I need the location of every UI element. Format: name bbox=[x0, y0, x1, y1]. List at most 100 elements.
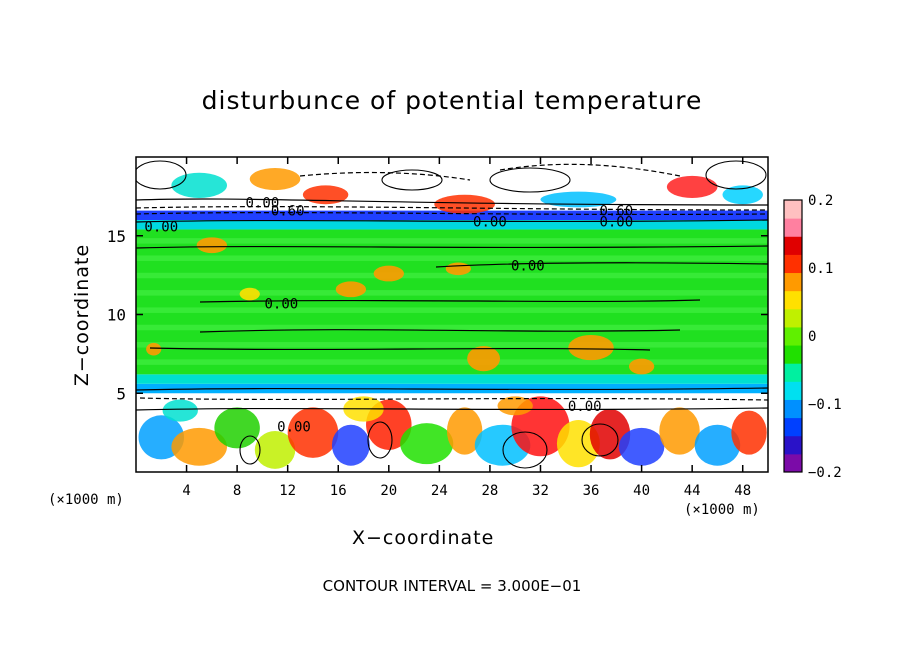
contour-value-label: 0.00 bbox=[277, 419, 311, 435]
x-unit-label-left: (×1000 m) bbox=[48, 492, 124, 508]
y-axis-label: Z−coordinate bbox=[71, 243, 93, 387]
field-blob bbox=[618, 427, 665, 466]
colorbar-frame bbox=[783, 199, 803, 473]
contour-closed bbox=[367, 421, 393, 459]
x-tick-label: 4 bbox=[182, 483, 190, 499]
x-tick-label: 12 bbox=[279, 483, 296, 499]
field-blob bbox=[434, 194, 495, 214]
field-blob bbox=[467, 346, 501, 372]
y-tick-label: 15 bbox=[107, 227, 126, 246]
colorbar-tick-label: −0.2 bbox=[808, 465, 842, 481]
y-tick-label: 10 bbox=[107, 306, 126, 325]
field-stripe bbox=[136, 307, 768, 313]
field-stripe bbox=[136, 272, 768, 279]
contour-closed bbox=[705, 160, 767, 190]
contour-interval-note: CONTOUR INTERVAL = 3.000E−01 bbox=[322, 577, 582, 595]
field-stripe bbox=[136, 290, 768, 296]
contour-value-label: 0.00 bbox=[568, 399, 602, 415]
colorbar-swatch bbox=[784, 399, 802, 419]
x-axis-label: X−coordinate bbox=[352, 527, 495, 549]
contour-value-label: 0.00 bbox=[144, 219, 178, 235]
x-tick-label: 20 bbox=[380, 483, 397, 499]
contour-line bbox=[136, 245, 768, 249]
field-blob bbox=[373, 265, 404, 282]
contour-line-dashed bbox=[499, 163, 681, 177]
field-band bbox=[136, 220, 768, 230]
colorbar-swatch bbox=[784, 363, 802, 382]
contour-closed bbox=[136, 160, 187, 190]
contour-line-dashed bbox=[136, 211, 768, 216]
field-blob bbox=[254, 431, 296, 469]
field-blob bbox=[400, 423, 454, 465]
field-stripe bbox=[136, 255, 768, 261]
colorbar-swatch bbox=[784, 236, 802, 255]
colorbar-swatch bbox=[784, 290, 802, 310]
x-tick-label: 48 bbox=[734, 483, 751, 499]
field-blob bbox=[445, 262, 471, 276]
field-blob bbox=[196, 237, 228, 254]
y-axis: 5 10 15 bbox=[107, 227, 768, 403]
contour-closed bbox=[381, 169, 443, 191]
colorbar-swatch bbox=[784, 272, 802, 292]
contour-value-label: 0.60 bbox=[599, 204, 633, 220]
contour-value-label: 0.00 bbox=[511, 259, 545, 275]
contour-closed bbox=[581, 423, 619, 457]
x-tick-label: 44 bbox=[684, 483, 701, 499]
colorbar-tick-label: 0.2 bbox=[808, 193, 833, 209]
x-axis: 4 8 12 16 20 24 28 32 36 40 44 48 bbox=[182, 157, 751, 499]
field-blob bbox=[146, 342, 162, 356]
field-blob bbox=[287, 407, 339, 458]
x-tick-label: 36 bbox=[583, 483, 600, 499]
contour-line bbox=[136, 198, 768, 206]
contour-line bbox=[199, 299, 701, 303]
contour-value-label: 0.00 bbox=[265, 296, 299, 312]
field-blob bbox=[568, 334, 614, 361]
y-tick-label: 5 bbox=[116, 384, 126, 403]
colorbar-swatch bbox=[784, 308, 802, 328]
colorbar-swatch bbox=[784, 218, 802, 237]
field-blob bbox=[446, 407, 483, 455]
colorbar-tick-label: 0 bbox=[808, 329, 816, 345]
contour-labels: 0.000.600.00 0.000.600.000.000.000.000.00 bbox=[144, 196, 633, 436]
colorbar-swatch bbox=[784, 435, 802, 455]
contour-line bbox=[149, 347, 651, 351]
colorbar-swatch bbox=[784, 326, 802, 346]
contour-value-label: 0.00 bbox=[246, 196, 280, 212]
contour-line bbox=[136, 387, 768, 391]
colorbar-tick-label: −0.1 bbox=[808, 397, 842, 413]
contour-plot-area bbox=[135, 156, 769, 473]
field-blob bbox=[331, 424, 370, 466]
contour-closed bbox=[489, 167, 571, 193]
contour-line bbox=[136, 219, 768, 223]
field-stripe bbox=[136, 238, 768, 244]
field-band bbox=[136, 374, 768, 384]
contour-line bbox=[435, 262, 768, 268]
field-blob bbox=[249, 168, 301, 191]
x-tick-label: 16 bbox=[330, 483, 347, 499]
contour-line-dashed bbox=[139, 397, 768, 401]
colorbar: 0.2 0.1 0 −0.1 −0.2 bbox=[783, 193, 842, 481]
field-blob bbox=[628, 358, 655, 375]
contour-value-label: 0.00 bbox=[473, 215, 507, 231]
field-blob bbox=[731, 410, 767, 455]
contour-value-label: 0.00 bbox=[599, 215, 633, 231]
colorbar-swatch bbox=[784, 417, 802, 437]
colorbar-swatch bbox=[784, 345, 802, 364]
field-blob bbox=[214, 407, 260, 449]
x-tick-label: 24 bbox=[431, 483, 448, 499]
x-tick-label: 8 bbox=[233, 483, 241, 499]
colorbar-swatch bbox=[784, 453, 802, 473]
contour-line-dashed bbox=[136, 206, 768, 211]
colorbar-tick-label: 0.1 bbox=[808, 261, 833, 277]
field-blob bbox=[239, 287, 260, 301]
field-blob bbox=[666, 175, 718, 198]
field-blob bbox=[497, 396, 533, 416]
colorbar-swatch bbox=[784, 254, 802, 274]
contour-line bbox=[199, 329, 681, 333]
field-blob bbox=[556, 420, 600, 468]
field-band bbox=[136, 383, 768, 394]
x-tick-label: 32 bbox=[532, 483, 549, 499]
colorbar-swatch bbox=[784, 200, 802, 219]
field-blob bbox=[302, 185, 349, 205]
